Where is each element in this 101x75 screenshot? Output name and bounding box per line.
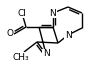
Text: N: N — [43, 50, 49, 58]
Text: N: N — [50, 8, 56, 17]
Text: N: N — [65, 31, 71, 40]
Text: CH₃: CH₃ — [13, 52, 29, 62]
Text: Cl: Cl — [18, 8, 26, 17]
Text: O: O — [6, 29, 14, 38]
